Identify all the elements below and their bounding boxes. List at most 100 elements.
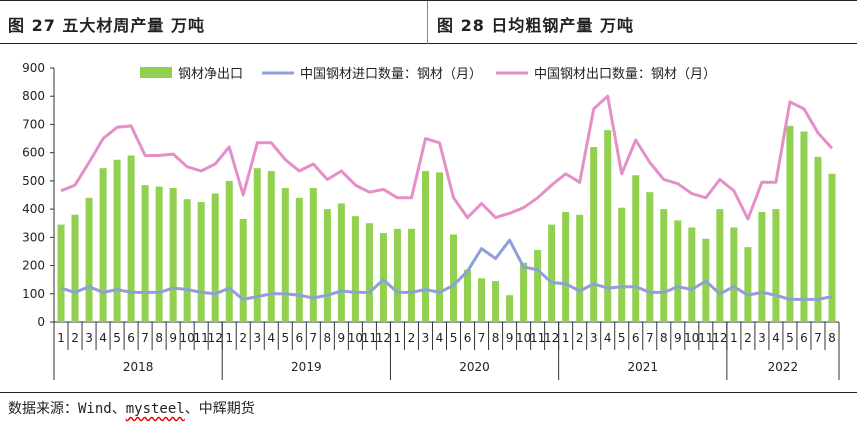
x-tick-label: 3 <box>253 331 261 345</box>
bar-net-export <box>590 147 598 322</box>
x-tick-label: 4 <box>99 331 107 345</box>
bar-net-export <box>730 227 738 322</box>
x-tick-label: 2 <box>576 331 584 345</box>
bar-net-export <box>85 197 93 322</box>
line-export <box>60 94 834 221</box>
bar-net-export <box>365 223 373 322</box>
bar-net-export <box>828 173 836 322</box>
bar-net-export <box>309 187 317 322</box>
x-tick-label: 11 <box>194 331 209 345</box>
bar-net-export <box>421 171 429 322</box>
bar-net-export <box>113 159 121 322</box>
bar-net-export <box>534 250 542 322</box>
bar-net-export <box>267 171 275 322</box>
bar-net-export <box>478 278 486 322</box>
y-tick-label: 0 <box>37 315 45 329</box>
right-figure-title: 图 28 日均粗钢产量 万吨 <box>437 16 634 35</box>
x-tick-label: 7 <box>310 331 318 345</box>
x-tick-label: 9 <box>506 331 514 345</box>
bar-net-export <box>141 185 149 322</box>
x-tick-label: 1 <box>562 331 570 345</box>
x-tick-label: 1 <box>225 331 233 345</box>
year-label: 2018 <box>123 360 154 374</box>
x-tick-label: 2 <box>71 331 79 345</box>
x-tick-label: 3 <box>590 331 598 345</box>
source-mysteel: mysteel <box>125 401 185 417</box>
x-tick-label: 5 <box>281 331 289 345</box>
x-tick-label: 11 <box>530 331 545 345</box>
x-tick-label: 7 <box>646 331 654 345</box>
y-tick-label: 900 <box>22 61 45 75</box>
x-tick-label: 5 <box>618 331 626 345</box>
x-tick-label: 8 <box>492 331 500 345</box>
bar-net-export <box>646 192 654 322</box>
figure-header: 图 27 五大材周产量 万吨 图 28 日均粗钢产量 万吨 <box>0 0 857 44</box>
bar-net-export <box>183 199 191 322</box>
bar-net-export <box>632 175 640 322</box>
x-tick-label: 2 <box>408 331 416 345</box>
bar-net-export <box>772 209 780 322</box>
x-tick-label: 7 <box>478 331 486 345</box>
x-tick-label: 9 <box>169 331 177 345</box>
x-tick-label: 4 <box>267 331 275 345</box>
y-tick-label: 200 <box>22 259 45 273</box>
x-tick-label: 10 <box>516 331 531 345</box>
bar-net-export <box>211 193 219 322</box>
bar-net-export <box>758 211 766 322</box>
x-tick-label: 10 <box>180 331 195 345</box>
bar-net-export <box>464 269 472 322</box>
bar-net-export <box>379 233 387 322</box>
bar-net-export <box>155 186 163 322</box>
bar-net-export <box>548 224 556 322</box>
header-divider <box>427 1 428 44</box>
bar-net-export <box>562 211 570 322</box>
x-tick-label: 7 <box>141 331 149 345</box>
x-tick-label: 4 <box>604 331 612 345</box>
bar-net-export <box>253 168 261 322</box>
x-tick-label: 10 <box>684 331 699 345</box>
x-tick-label: 8 <box>324 331 332 345</box>
x-tick-label: 9 <box>674 331 682 345</box>
y-tick-label: 100 <box>22 287 45 301</box>
bar-net-export <box>450 234 458 322</box>
year-label: 2021 <box>627 360 658 374</box>
bar-net-export <box>786 125 794 322</box>
x-tick-label: 6 <box>632 331 640 345</box>
x-tick-label: 11 <box>362 331 377 345</box>
year-label: 2022 <box>768 360 799 374</box>
x-tick-label: 3 <box>422 331 430 345</box>
bar-net-export <box>323 209 331 322</box>
bar-net-export <box>99 168 107 322</box>
bar-net-export <box>688 227 696 322</box>
x-tick-label: 7 <box>814 331 822 345</box>
x-tick-label: 9 <box>338 331 346 345</box>
x-tick-label: 12 <box>544 331 559 345</box>
bar-net-export <box>674 220 682 322</box>
bar-net-export <box>127 155 135 322</box>
x-tick-label: 8 <box>155 331 163 345</box>
x-tick-label: 4 <box>436 331 444 345</box>
x-tick-label: 8 <box>660 331 668 345</box>
year-label: 2020 <box>459 360 490 374</box>
bar-net-export <box>618 207 626 322</box>
line-import <box>60 238 833 301</box>
x-tick-label: 11 <box>698 331 713 345</box>
x-tick-label: 1 <box>57 331 65 345</box>
x-tick-label: 10 <box>348 331 363 345</box>
x-tick-label: 2 <box>744 331 752 345</box>
x-tick-label: 6 <box>127 331 135 345</box>
bar-net-export <box>393 228 401 322</box>
x-tick-label: 4 <box>772 331 780 345</box>
bar-net-export <box>506 295 514 322</box>
bar-net-export <box>337 203 345 322</box>
bar-net-export <box>435 172 443 322</box>
source-divider <box>0 392 857 393</box>
bar-net-export <box>520 262 528 322</box>
y-tick-label: 400 <box>22 202 45 216</box>
bar-net-export <box>604 130 612 322</box>
x-tick-label: 12 <box>376 331 391 345</box>
x-tick-label: 12 <box>208 331 223 345</box>
bar-net-export <box>660 209 668 322</box>
bar-net-export <box>239 218 247 322</box>
bar-net-export <box>407 228 415 322</box>
